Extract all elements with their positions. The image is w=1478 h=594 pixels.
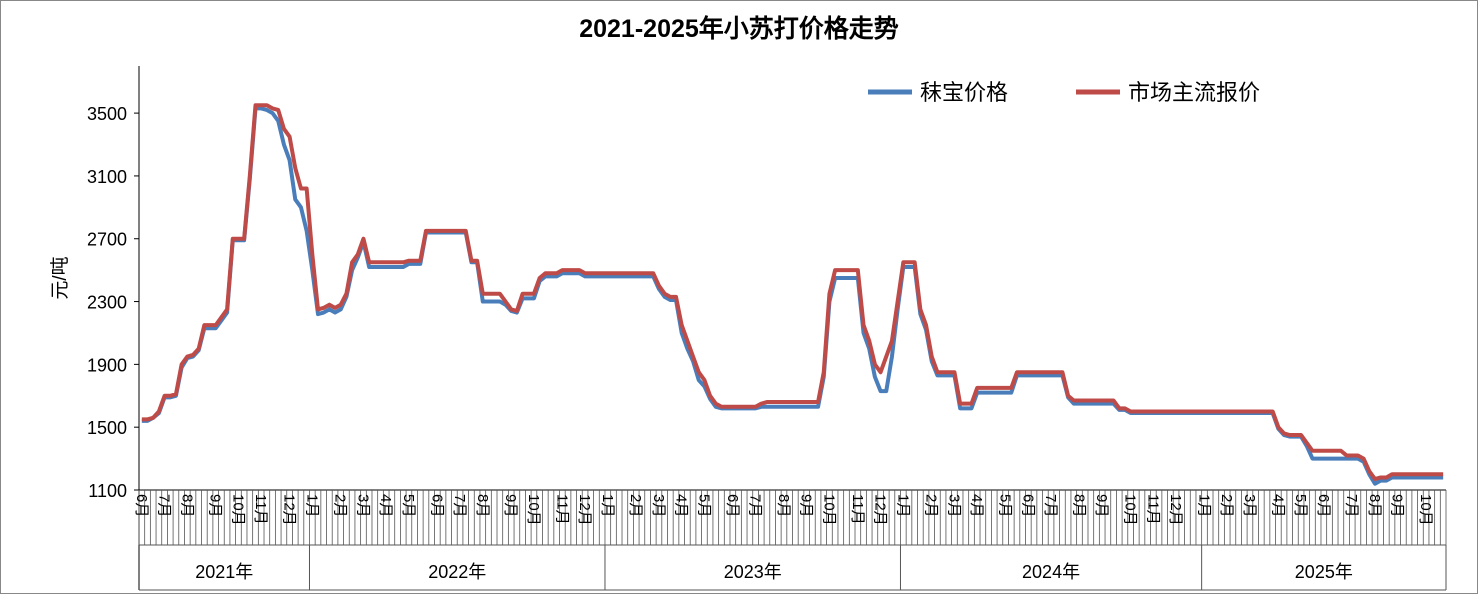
x-tick-label: 11月 [553, 494, 570, 525]
x-tick-label: 5月 [400, 494, 417, 517]
y-axis-label: 元/吨 [49, 256, 71, 299]
legend-label: 秣宝价格 [920, 80, 1008, 105]
x-tick-label: 9月 [207, 494, 224, 517]
x-tick-label: 5月 [997, 494, 1014, 517]
x-tick-label: 3月 [650, 494, 667, 517]
x-tick-label: 3月 [354, 494, 371, 517]
x-tick-label: 12月 [1167, 494, 1184, 526]
x-tick-label: 2月 [1218, 494, 1235, 517]
x-tick-label: 4月 [1269, 494, 1286, 517]
x-tick-label: 6月 [1315, 494, 1332, 517]
x-tick-label: 1月 [599, 494, 616, 517]
y-tick-label: 3100 [87, 167, 127, 187]
x-tick-label: 9月 [798, 494, 815, 517]
x-tick-label: 5月 [695, 494, 712, 517]
x-tick-label: 7月 [1042, 494, 1059, 517]
x-tick-label: 8月 [474, 494, 491, 517]
year-label: 2024年 [1022, 562, 1080, 582]
x-tick-label: 11月 [849, 494, 866, 525]
x-tick-label: 8月 [775, 494, 792, 517]
x-tick-label: 6月 [724, 494, 741, 517]
x-tick-label: 7月 [156, 494, 173, 517]
x-tick-label: 10月 [820, 494, 837, 526]
x-tick-label: 12月 [576, 494, 593, 526]
x-tick-label: 11月 [1144, 494, 1161, 525]
x-tick-label: 10月 [1417, 494, 1434, 526]
x-tick-label: 10月 [1122, 494, 1139, 526]
x-tick-label: 12月 [872, 494, 889, 526]
x-tick-label: 6月 [428, 494, 445, 517]
year-label: 2025年 [1295, 562, 1353, 582]
x-tick-label: 2月 [923, 494, 940, 517]
y-tick-label: 3500 [87, 104, 127, 124]
x-tick-label: 6月 [1019, 494, 1036, 517]
x-tick-label: 1月 [1195, 494, 1212, 517]
x-tick-label: 2月 [332, 494, 349, 517]
x-tick-label: 11月 [252, 494, 269, 525]
x-tick-label: 3月 [945, 494, 962, 517]
y-tick-label: 2700 [87, 230, 127, 250]
legend-label: 市场主流报价 [1128, 80, 1260, 105]
x-tick-label: 8月 [1366, 494, 1383, 517]
y-tick-label: 1100 [88, 481, 127, 501]
x-tick-label: 4月 [968, 494, 985, 517]
x-tick-label: 6月 [133, 494, 150, 517]
year-label: 2023年 [724, 562, 782, 582]
x-tick-label: 3月 [1241, 494, 1258, 517]
x-tick-label: 4月 [377, 494, 394, 517]
x-tick-label: 8月 [178, 494, 195, 517]
series-line [141, 103, 1444, 482]
y-tick-label: 2300 [87, 293, 127, 313]
year-label: 2021年 [195, 562, 253, 582]
x-tick-label: 12月 [281, 494, 298, 526]
x-tick-label: 10月 [229, 494, 246, 526]
x-tick-label: 2月 [627, 494, 644, 517]
x-tick-label: 5月 [1292, 494, 1309, 517]
x-tick-label: 7月 [451, 494, 468, 517]
x-tick-label: 9月 [1093, 494, 1110, 517]
y-tick-label: 1900 [87, 355, 127, 375]
x-tick-label: 9月 [502, 494, 519, 517]
y-tick-label: 1500 [87, 418, 127, 438]
x-tick-label: 7月 [1343, 494, 1360, 517]
x-tick-label: 1月 [894, 494, 911, 517]
x-tick-label: 7月 [747, 494, 764, 517]
year-label: 2022年 [428, 562, 486, 582]
x-tick-label: 4月 [673, 494, 690, 517]
x-tick-label: 8月 [1070, 494, 1087, 517]
chart-title: 2021-2025年小苏打价格走势 [579, 14, 899, 43]
x-tick-label: 1月 [303, 494, 320, 517]
x-tick-label: 10月 [525, 494, 542, 526]
x-tick-label: 9月 [1389, 494, 1406, 517]
